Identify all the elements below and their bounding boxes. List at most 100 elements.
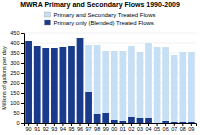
tick: 150 bbox=[10, 90, 24, 96]
tick-mark bbox=[21, 93, 24, 94]
tick-label: 08 bbox=[180, 126, 186, 132]
grid-line bbox=[24, 113, 196, 114]
grid-line bbox=[24, 53, 196, 54]
tick: 90 bbox=[26, 123, 32, 132]
bar bbox=[77, 38, 84, 123]
tick: 91 bbox=[34, 123, 40, 132]
tick: 250 bbox=[10, 70, 24, 76]
tick: 94 bbox=[60, 123, 66, 132]
bar bbox=[128, 117, 135, 123]
bar bbox=[94, 45, 101, 123]
tick-mark bbox=[21, 53, 24, 54]
bar bbox=[162, 47, 169, 123]
legend-label: Primary and Secondary Treated Flows bbox=[53, 12, 155, 18]
tick: 50 bbox=[13, 110, 24, 116]
tick: 98 bbox=[94, 123, 100, 132]
bar bbox=[85, 92, 92, 123]
bar bbox=[154, 123, 161, 124]
bar bbox=[60, 47, 67, 123]
legend: Primary and Secondary Treated Flows Prima… bbox=[44, 12, 155, 26]
tick-label: 100 bbox=[10, 100, 19, 106]
bar bbox=[145, 43, 152, 123]
bar bbox=[137, 118, 144, 123]
tick-mark bbox=[21, 113, 24, 114]
tick: 09 bbox=[188, 123, 194, 132]
grid-line bbox=[24, 103, 196, 104]
tick: 450 bbox=[10, 30, 24, 36]
tick-label: 98 bbox=[94, 126, 100, 132]
bar bbox=[85, 45, 92, 123]
tick-mark bbox=[21, 43, 24, 44]
tick-label: 0 bbox=[16, 120, 19, 126]
legend-swatch bbox=[44, 12, 50, 17]
tick: 96 bbox=[77, 123, 83, 132]
bar bbox=[42, 48, 49, 123]
tick-label: 300 bbox=[10, 60, 19, 66]
tick-label: 07 bbox=[171, 126, 177, 132]
tick-label: 91 bbox=[34, 126, 40, 132]
tick-mark bbox=[21, 123, 24, 124]
tick-label: 94 bbox=[60, 126, 66, 132]
tick: 92 bbox=[43, 123, 49, 132]
bar bbox=[171, 122, 178, 123]
tick: 07 bbox=[171, 123, 177, 132]
bar bbox=[188, 52, 195, 123]
legend-item: Primary only (Blended) Treated Flows bbox=[44, 20, 153, 26]
tick-mark bbox=[21, 73, 24, 74]
grid-line bbox=[24, 63, 196, 64]
tick-label: 200 bbox=[10, 80, 19, 86]
tick-label: 00 bbox=[111, 126, 117, 132]
bar-series bbox=[25, 38, 194, 123]
title: MWRA Primary and Secondary Flows 1990-20… bbox=[20, 1, 180, 9]
bar bbox=[68, 46, 75, 123]
grid-line bbox=[24, 93, 196, 94]
tick-mark bbox=[21, 33, 24, 34]
grid-line bbox=[24, 73, 196, 74]
tick-mark bbox=[21, 63, 24, 64]
bar bbox=[42, 48, 49, 123]
legend-label: Primary only (Blended) Treated Flows bbox=[53, 20, 153, 26]
legend-item: Primary and Secondary Treated Flows bbox=[44, 12, 155, 18]
bar bbox=[25, 41, 32, 123]
tick: 03 bbox=[137, 123, 143, 132]
bar bbox=[94, 114, 101, 123]
bar bbox=[111, 120, 118, 123]
tick: 08 bbox=[180, 123, 186, 132]
tick-label: 03 bbox=[137, 126, 143, 132]
tick-label: 92 bbox=[43, 126, 49, 132]
tick: 05 bbox=[154, 123, 160, 132]
grid-line bbox=[24, 43, 196, 44]
tick: 00 bbox=[111, 123, 117, 132]
tick-label: 400 bbox=[10, 40, 19, 46]
tick-label: 350 bbox=[10, 50, 19, 56]
bar bbox=[51, 48, 58, 123]
tick: 06 bbox=[163, 123, 169, 132]
tick-label: 09 bbox=[188, 126, 194, 132]
tick-label: 95 bbox=[68, 126, 74, 132]
tick: 350 bbox=[10, 50, 24, 56]
x-axis: 9091929394959697989900010203040506070809 bbox=[25, 123, 197, 132]
grid bbox=[24, 33, 196, 123]
tick: 300 bbox=[10, 60, 24, 66]
tick-label: 06 bbox=[163, 126, 169, 132]
bar bbox=[162, 121, 169, 123]
bar bbox=[154, 47, 161, 123]
bar bbox=[188, 122, 195, 123]
grid-line bbox=[24, 33, 196, 34]
tick: 99 bbox=[103, 123, 109, 132]
tick: 0 bbox=[16, 120, 24, 126]
bar bbox=[25, 41, 32, 123]
tick-label: 450 bbox=[10, 30, 19, 36]
tick: 100 bbox=[10, 100, 24, 106]
tick-label: 250 bbox=[10, 70, 19, 76]
bar bbox=[120, 121, 127, 123]
bar bbox=[102, 51, 109, 123]
tick-label: 90 bbox=[26, 126, 32, 132]
tick-label: 01 bbox=[120, 126, 126, 132]
bar bbox=[111, 51, 118, 123]
bar bbox=[34, 46, 41, 123]
axis-title: Millions of gallons per day bbox=[1, 46, 7, 110]
tick: 400 bbox=[10, 40, 24, 46]
tick: 200 bbox=[10, 80, 24, 86]
bars bbox=[25, 38, 194, 123]
